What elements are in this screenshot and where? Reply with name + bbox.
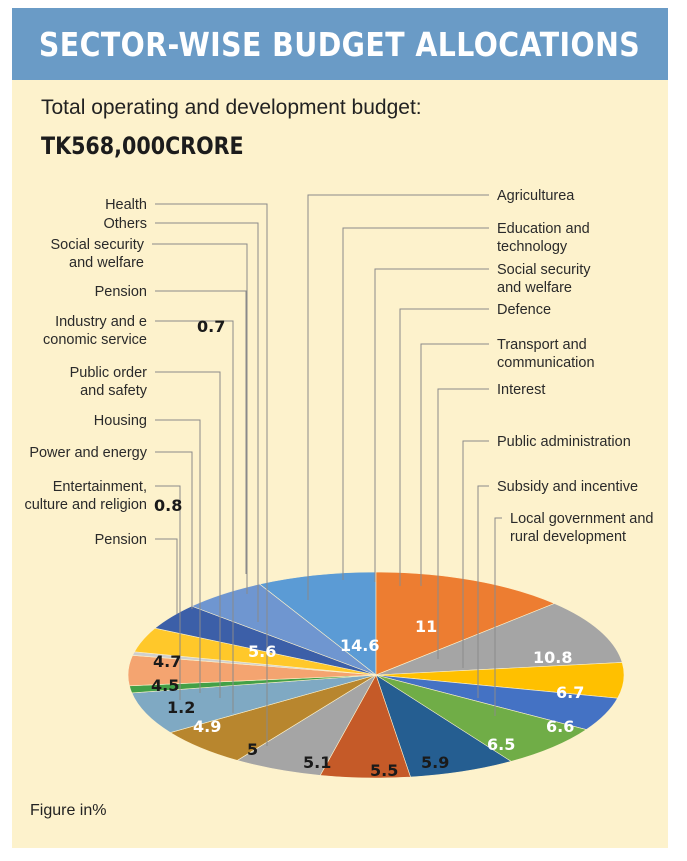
category-label: Local government and rural development	[510, 511, 654, 545]
value-label: 0.7	[197, 317, 225, 336]
value-label: 5.9	[421, 753, 449, 772]
category-labels: Agriculturea Education and technology Socia…	[24, 188, 653, 548]
value-label: 4.7	[153, 652, 181, 671]
leader-line	[155, 371, 221, 698]
category-label: Entertainment, culture and religion	[24, 479, 147, 513]
footnote-units: Figure in%	[30, 802, 107, 819]
category-label: Public administration	[497, 434, 631, 450]
category-label: Transport and communication	[497, 337, 595, 371]
value-label: 5	[247, 740, 258, 759]
value-label: 6.5	[487, 735, 515, 754]
leader-line	[155, 451, 193, 609]
pie-slice	[375, 571, 556, 676]
poster: SECTOR-WISE BUDGET ALLOCATIONS Total ope…	[12, 8, 668, 848]
pie-slices	[127, 571, 625, 779]
value-label: 14.6	[340, 636, 379, 655]
title-banner: SECTOR-WISE BUDGET ALLOCATIONS	[12, 8, 668, 80]
leader-line	[494, 517, 502, 716]
value-labels: 14.6 11 10.8 6.7 6.6 6.5 5.9 5.5 5.1 5 4.91.2 4.5 0.…	[151, 317, 584, 780]
category-label: Others	[103, 216, 147, 232]
value-label: 10.8	[533, 648, 572, 667]
pie-chart: Agriculturea Education and technology Socia…	[24, 188, 653, 780]
leader-line	[155, 320, 234, 713]
category-label: Defence	[497, 302, 551, 318]
value-label: 4.9	[193, 717, 221, 736]
leader-line	[420, 343, 489, 586]
value-label: 6.6	[546, 717, 574, 736]
leader-line	[307, 194, 489, 600]
value-label: 11	[415, 617, 437, 636]
leader-line	[437, 388, 489, 659]
category-label: Public order and safety	[70, 365, 148, 399]
value-label: 4.5	[151, 676, 179, 695]
leader-line	[152, 243, 248, 594]
leader-line	[477, 485, 489, 698]
leader-lines	[152, 194, 502, 746]
value-label: 5.6	[248, 642, 276, 661]
leader-line	[399, 308, 489, 586]
leader-line	[155, 290, 247, 574]
pie-slice	[375, 674, 512, 778]
category-label: Pension	[95, 532, 147, 548]
leader-line	[462, 440, 489, 668]
category-label: Agriculturea	[497, 188, 575, 204]
category-label: Pension	[95, 284, 147, 300]
category-label: Education and technology	[497, 221, 590, 255]
budget-total: TK568,000CRORE	[41, 132, 244, 160]
leader-line	[155, 485, 181, 700]
chart-title: SECTOR-WISE BUDGET ALLOCATIONS	[39, 24, 641, 64]
category-label: Health	[105, 197, 147, 213]
category-label: Housing	[94, 413, 147, 429]
value-label: 0.8	[154, 496, 182, 515]
value-label: 5.1	[303, 753, 331, 772]
category-label: Social security and welfare	[51, 237, 145, 271]
category-label: Interest	[497, 382, 545, 398]
pie-slice	[375, 674, 588, 762]
leader-line	[155, 222, 259, 622]
category-label: Industry and e conomic service	[43, 314, 147, 348]
leader-line	[342, 227, 489, 580]
value-label: 1.2	[167, 698, 195, 717]
budget-subtitle: Total operating and development budget:	[41, 96, 422, 119]
leader-line	[155, 419, 201, 693]
category-label: Power and energy	[29, 445, 147, 461]
pie-slice	[258, 571, 377, 676]
category-label: Social security and welfare	[497, 262, 591, 296]
leader-line	[155, 203, 268, 746]
value-label: 6.7	[556, 683, 584, 702]
value-label: 5.5	[370, 761, 398, 780]
category-label: Subsidy and incentive	[497, 479, 638, 495]
leader-line	[155, 538, 178, 614]
leader-line	[374, 268, 489, 582]
